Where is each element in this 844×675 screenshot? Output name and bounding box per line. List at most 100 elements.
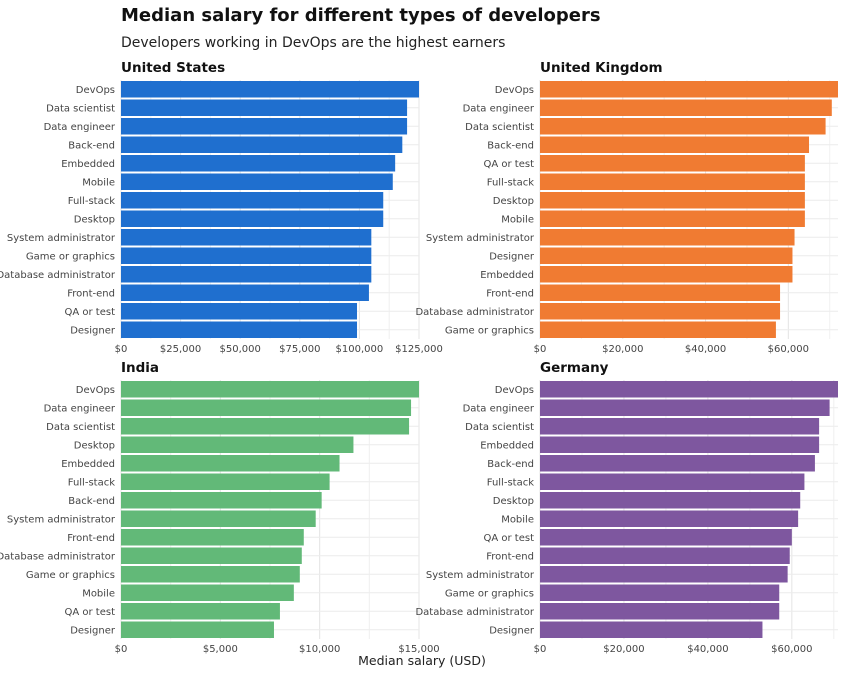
bar (540, 99, 832, 116)
category-label: Designer (489, 625, 535, 636)
bar (540, 603, 780, 620)
bar (121, 229, 372, 246)
bar (121, 621, 274, 638)
bar (121, 136, 403, 153)
x-axis-label: Median salary (USD) (358, 653, 486, 668)
bar (121, 247, 372, 264)
bar (540, 321, 776, 338)
category-label: Front-end (67, 288, 115, 299)
x-tick-label: $10,000 (299, 644, 340, 655)
bar (121, 529, 304, 546)
bar (540, 418, 820, 435)
category-label: Database administrator (0, 551, 116, 562)
bar (121, 118, 408, 135)
x-tick-label: $0 (534, 344, 547, 355)
category-label: Mobile (82, 177, 115, 188)
x-tick-label: $75,000 (279, 344, 320, 355)
bar (121, 584, 294, 601)
bar (121, 99, 408, 116)
bar (121, 192, 384, 209)
chart-title: Median salary for different types of dev… (121, 5, 601, 26)
panel-title: India (121, 360, 159, 376)
category-label: Mobile (82, 588, 115, 599)
category-label: System administrator (7, 233, 116, 244)
bar (540, 621, 763, 638)
category-label: Desktop (493, 496, 534, 507)
category-label: Designer (70, 325, 116, 336)
category-label: QA or test (483, 533, 534, 544)
category-label: Desktop (493, 196, 534, 207)
category-label: Designer (70, 625, 116, 636)
x-tick-label: $15,000 (398, 644, 439, 655)
category-label: Game or graphics (445, 588, 534, 599)
bar (540, 229, 795, 246)
chart-subtitle: Developers working in DevOps are the hig… (121, 35, 506, 51)
bar (540, 547, 790, 564)
x-tick-label: $5,000 (203, 644, 238, 655)
bar (540, 266, 793, 283)
bar (121, 510, 316, 527)
category-label: Back-end (68, 140, 115, 151)
category-label: QA or test (64, 607, 115, 618)
bar (540, 399, 830, 416)
bar (121, 492, 322, 509)
category-label: Embedded (480, 270, 534, 281)
bar (540, 473, 805, 490)
category-label: System administrator (7, 514, 116, 525)
bar (121, 399, 412, 416)
category-label: DevOps (76, 385, 115, 396)
category-label: Data engineer (463, 103, 535, 114)
panel-title: United Kingdom (540, 60, 663, 76)
category-label: DevOps (495, 385, 534, 396)
category-label: Full-stack (68, 477, 115, 488)
category-label: Database administrator (0, 270, 116, 281)
category-label: Data scientist (465, 122, 534, 133)
category-label: Front-end (67, 533, 115, 544)
bar (540, 192, 805, 209)
bar (121, 303, 358, 320)
bar (121, 210, 384, 227)
x-tick-label: $40,000 (687, 644, 728, 655)
panel-title: Germany (540, 360, 609, 376)
x-tick-label: $20,000 (602, 344, 643, 355)
category-label: Designer (489, 251, 535, 262)
category-label: System administrator (426, 233, 535, 244)
category-label: QA or test (64, 307, 115, 318)
bar (121, 81, 419, 98)
bar (540, 492, 801, 509)
bar (121, 284, 369, 301)
x-tick-label: $0 (115, 344, 128, 355)
bar (121, 547, 302, 564)
bar (121, 418, 410, 435)
category-label: Data engineer (44, 122, 116, 133)
bar (121, 155, 396, 172)
category-label: Desktop (74, 440, 115, 451)
category-label: Game or graphics (26, 570, 115, 581)
bar (540, 584, 780, 601)
bar (540, 566, 788, 583)
bar (540, 284, 781, 301)
category-label: DevOps (495, 85, 534, 96)
category-label: Data engineer (463, 403, 535, 414)
category-label: Database administrator (415, 607, 534, 618)
bar (540, 173, 805, 190)
x-tick-label: $0 (115, 644, 128, 655)
x-tick-label: $100,000 (336, 344, 384, 355)
category-label: Game or graphics (445, 325, 534, 336)
category-label: Full-stack (68, 196, 115, 207)
x-tick-label: $20,000 (603, 644, 644, 655)
category-label: Back-end (487, 459, 534, 470)
x-tick-label: $50,000 (220, 344, 261, 355)
bar (540, 136, 810, 153)
bar (121, 436, 354, 453)
category-label: Embedded (61, 459, 115, 470)
category-label: Front-end (486, 288, 534, 299)
category-label: Embedded (480, 440, 534, 451)
bar (540, 118, 826, 135)
category-label: DevOps (76, 85, 115, 96)
x-tick-label: $40,000 (685, 344, 726, 355)
category-label: Data scientist (46, 422, 115, 433)
category-label: Full-stack (487, 177, 534, 188)
category-label: System administrator (426, 570, 535, 581)
